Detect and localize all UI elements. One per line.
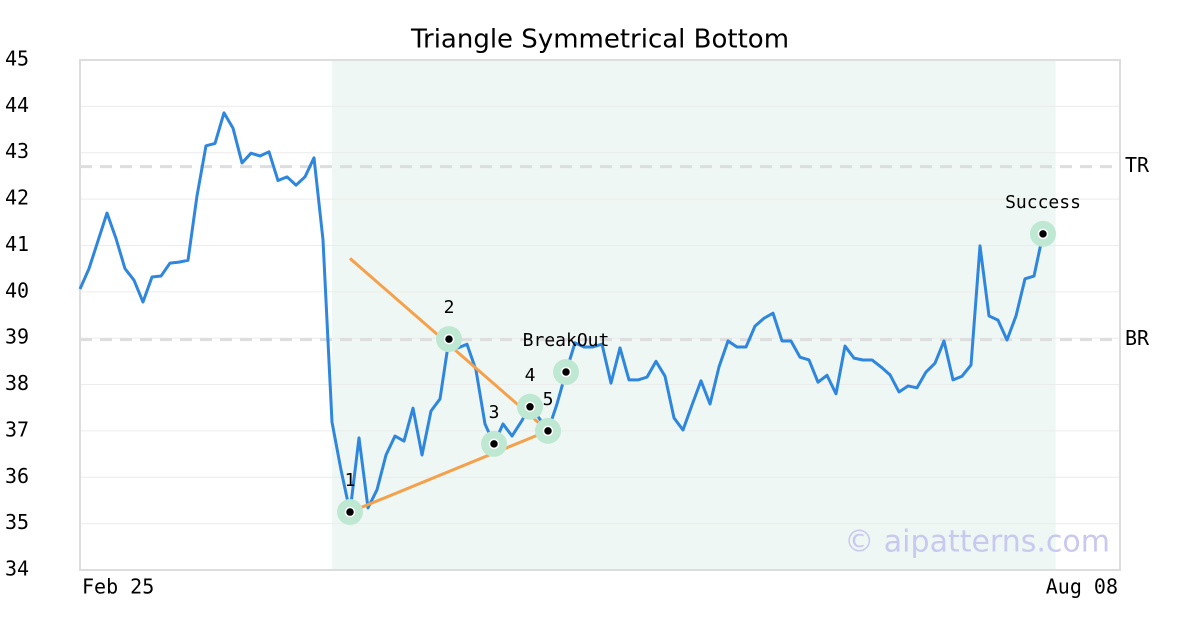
pattern-zone: [332, 60, 1056, 570]
y-tick-label: 45: [5, 47, 29, 71]
y-tick-label: 41: [5, 232, 29, 256]
y-tick-label: 40: [5, 278, 29, 302]
y-tick-label: 35: [5, 510, 29, 534]
y-tick-label: 38: [5, 371, 29, 395]
y-tick-label: 34: [5, 557, 29, 581]
marker-dot: [524, 401, 536, 413]
y-tick-label: 43: [5, 139, 29, 163]
y-tick-label: 36: [5, 464, 29, 488]
marker-dot: [542, 425, 554, 437]
marker-dot: [488, 438, 500, 450]
marker-label: 4: [525, 365, 536, 386]
marker-dot: [1037, 228, 1049, 240]
trendline: [349, 429, 549, 514]
y-tick-label: 42: [5, 186, 29, 210]
marker-label: 5: [543, 389, 554, 410]
watermark: © aipatterns.com: [844, 525, 1110, 560]
reference-label: BR: [1125, 326, 1150, 350]
x-tick-label: Aug 08: [1046, 575, 1118, 599]
plot-border: [79, 59, 1121, 571]
y-tick-label: 37: [5, 417, 29, 441]
marker-dot: [443, 333, 455, 345]
marker-dot: [344, 506, 356, 518]
marker-label: 3: [489, 402, 500, 423]
y-tick-label: 44: [5, 93, 29, 117]
reference-label: TR: [1125, 153, 1150, 177]
marker-dot: [560, 366, 572, 378]
marker-label: BreakOut: [523, 330, 610, 351]
x-tick-label: Feb 25: [82, 575, 154, 599]
marker-label: 1: [345, 470, 356, 491]
y-tick-label: 39: [5, 325, 29, 349]
marker-label: 2: [444, 297, 455, 318]
chart-title: Triangle Symmetrical Bottom: [410, 25, 789, 55]
marker-label: Success: [1005, 192, 1081, 213]
